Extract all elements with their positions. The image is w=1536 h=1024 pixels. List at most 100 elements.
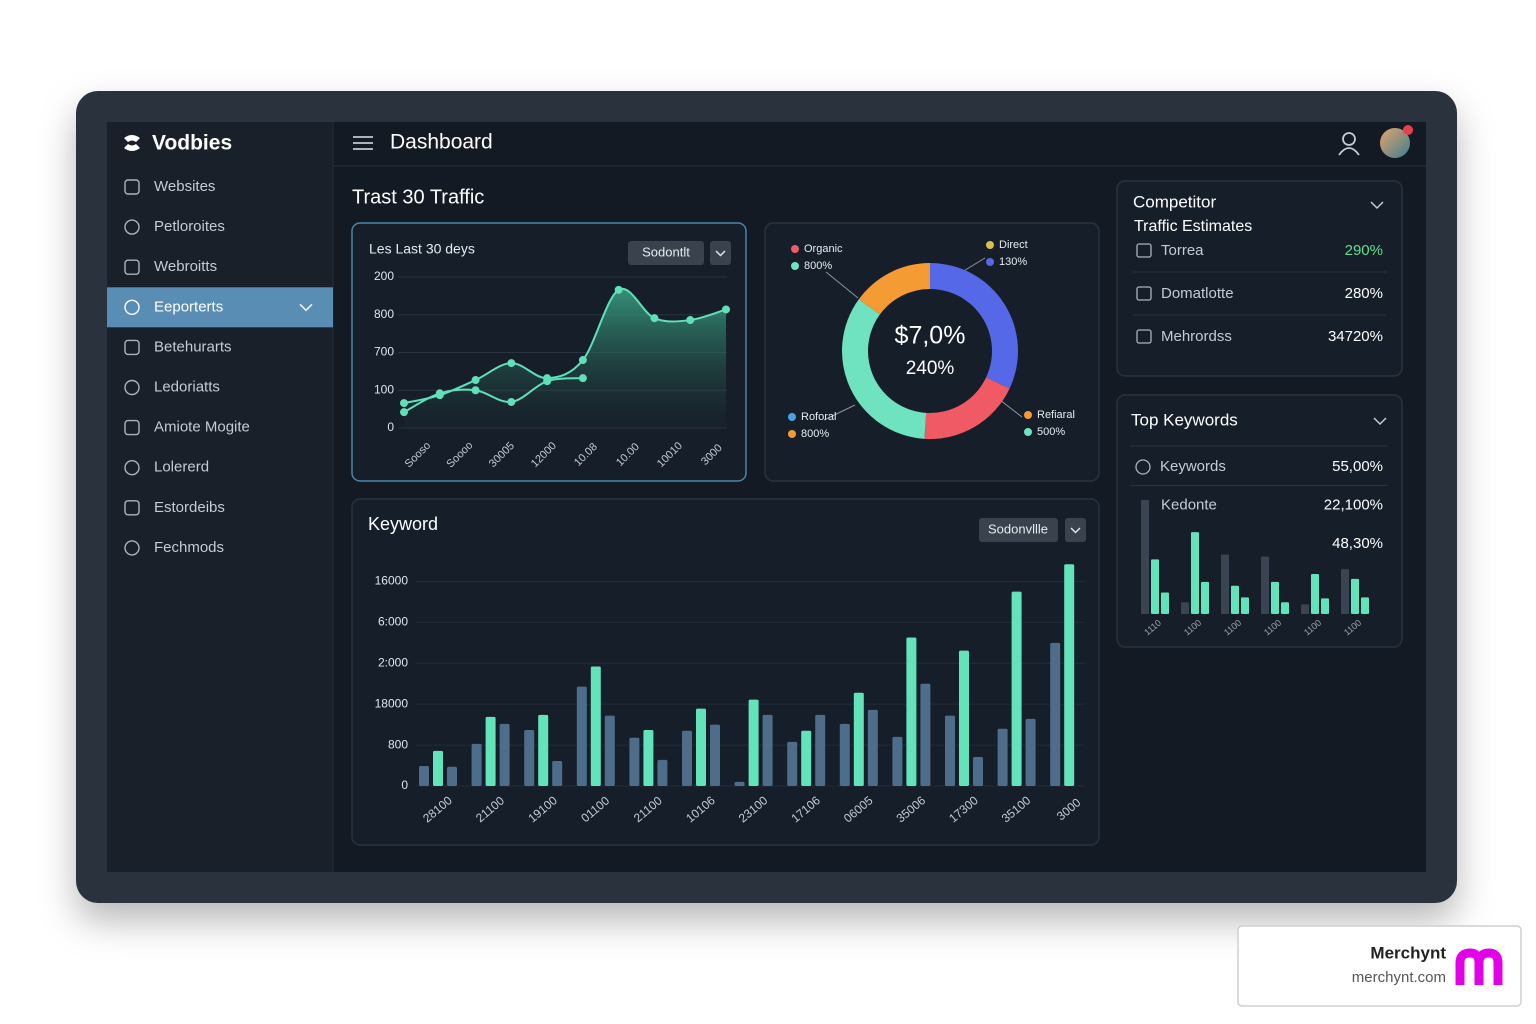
user-icon[interactable] xyxy=(1338,132,1360,156)
legend-dot xyxy=(791,262,799,270)
row-value: 34720% xyxy=(1328,328,1383,345)
bar xyxy=(1141,499,1149,614)
nav-item[interactable]: Ledoriatts xyxy=(154,378,220,395)
legend-dot xyxy=(986,241,994,249)
leader-lines xyxy=(823,257,1023,421)
nav-item[interactable]: Websites xyxy=(154,178,215,195)
bar xyxy=(815,714,826,786)
point xyxy=(614,285,623,294)
nav-item[interactable]: Petloroites xyxy=(154,218,225,235)
bar xyxy=(1181,602,1189,614)
legend-dot xyxy=(788,413,796,421)
panel-title: Les Last 30 deys xyxy=(369,241,475,257)
row-icon xyxy=(1136,243,1152,258)
chevron[interactable] xyxy=(1370,201,1384,210)
point xyxy=(686,316,695,325)
nav-item[interactable]: Lolererd xyxy=(154,459,209,476)
bar xyxy=(1261,556,1269,614)
nav-item[interactable]: Webroitts xyxy=(154,258,217,275)
bar xyxy=(1201,581,1209,614)
watermark-logo xyxy=(1455,948,1503,985)
bar xyxy=(1064,564,1075,786)
page-title: Dashboard xyxy=(390,131,493,154)
bar xyxy=(696,708,706,786)
nav-icon xyxy=(124,259,140,275)
bar xyxy=(1231,585,1239,614)
nav-icon xyxy=(124,219,140,235)
nav-icon xyxy=(124,379,140,396)
legend-label: Roforal xyxy=(801,411,836,423)
row-label: Mehrordss xyxy=(1161,328,1232,345)
dropdown[interactable] xyxy=(979,518,1058,542)
panel-title: Competitor xyxy=(1133,192,1216,211)
point xyxy=(650,314,659,323)
bar xyxy=(447,766,457,786)
donut-segment xyxy=(924,377,1010,439)
menu-icon[interactable] xyxy=(353,136,373,150)
dropdown[interactable] xyxy=(628,241,704,265)
bar xyxy=(997,728,1008,786)
brand-logo xyxy=(124,135,140,151)
chevron xyxy=(1070,527,1081,534)
bar xyxy=(839,723,850,786)
bar xyxy=(787,741,798,786)
brand: Vodbies xyxy=(152,132,232,155)
bar xyxy=(1341,569,1349,614)
nav-item[interactable]: Amiote Mogite xyxy=(154,419,250,436)
bar xyxy=(499,723,510,786)
chevron[interactable] xyxy=(1373,417,1387,426)
y-tick-label: 800 xyxy=(374,307,394,321)
line xyxy=(403,287,727,405)
dropdown-toggle[interactable] xyxy=(710,241,731,265)
panel-title: Top Keywords xyxy=(1131,410,1238,429)
notification-badge xyxy=(1403,125,1413,135)
nav-item[interactable]: Eeporterts xyxy=(154,298,223,315)
bar xyxy=(906,637,917,786)
nav-item[interactable]: Fechmods xyxy=(154,539,224,556)
nav-icon xyxy=(124,460,140,476)
bar xyxy=(1271,581,1279,614)
y-tick-label: 0 xyxy=(401,778,408,792)
nav-item[interactable]: Betehurarts xyxy=(154,338,232,355)
point xyxy=(400,399,408,408)
legend-value: 130% xyxy=(999,256,1027,268)
bar xyxy=(1241,597,1249,614)
watermark-name: Merchynt xyxy=(1370,943,1446,962)
bar xyxy=(801,730,812,786)
donut-center-value: $7,0% xyxy=(895,322,966,350)
point xyxy=(578,356,587,365)
point xyxy=(543,377,552,386)
chevron xyxy=(715,250,726,257)
bar xyxy=(485,716,496,786)
avatar[interactable] xyxy=(1380,128,1410,158)
y-tick-label: 100 xyxy=(374,382,394,396)
row-label: Kedonte xyxy=(1161,496,1217,513)
bar xyxy=(1351,578,1359,614)
bar xyxy=(1311,574,1319,614)
bar xyxy=(590,666,601,786)
row-label: Domatlotte xyxy=(1161,285,1234,302)
bar xyxy=(762,714,773,786)
nav-icon xyxy=(124,339,140,356)
bar xyxy=(748,699,759,786)
panel-subtitle: Traffic Estimates xyxy=(1134,218,1252,235)
bar xyxy=(1011,591,1022,786)
nav-item[interactable]: Estordeibs xyxy=(154,499,225,516)
bar xyxy=(433,750,443,786)
point xyxy=(471,376,480,385)
point xyxy=(507,397,516,406)
watermark-url: merchynt.com xyxy=(1352,969,1446,986)
row-icon xyxy=(1135,459,1151,475)
legend-label: Refiaral xyxy=(1037,409,1075,421)
keyword-panel xyxy=(351,498,1100,846)
point xyxy=(578,374,587,383)
legend-dot xyxy=(791,245,799,253)
row-icon xyxy=(1136,329,1152,344)
donut-segment xyxy=(858,263,930,315)
bar xyxy=(538,714,549,786)
dropdown-toggle[interactable] xyxy=(1065,518,1086,542)
bar xyxy=(1221,554,1229,614)
donut-segment xyxy=(842,299,927,439)
bar xyxy=(419,765,429,786)
